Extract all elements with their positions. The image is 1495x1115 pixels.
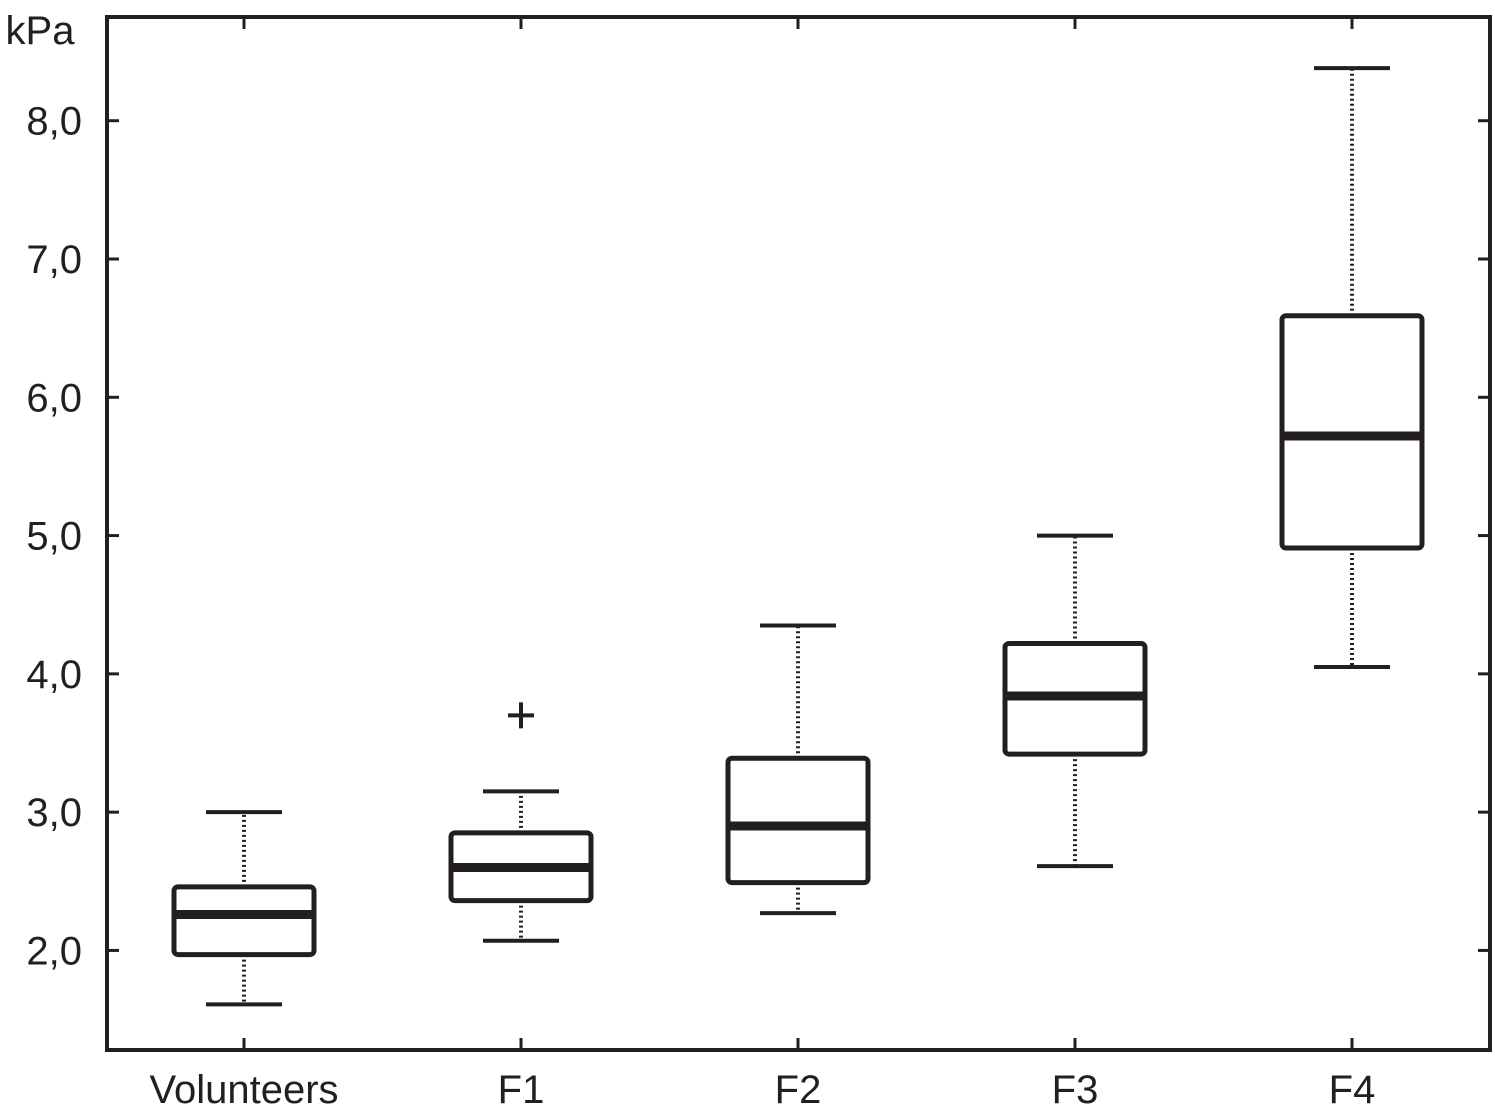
x-axis: Volunteers F1 F2 F3 F4 (149, 17, 1375, 1112)
y-tick-label: 2,0 (26, 929, 82, 973)
y-tick-label: 7,0 (26, 238, 82, 282)
y-axis-unit-label: kPa (6, 9, 76, 53)
x-tick-label: F3 (1052, 1068, 1099, 1112)
y-tick-label: 6,0 (26, 376, 82, 420)
box-volunteers (171, 810, 317, 1007)
box-f1 (448, 702, 594, 943)
boxes-layer (171, 66, 1425, 1007)
x-tick-label: F1 (498, 1068, 545, 1112)
y-tick-label: 5,0 (26, 515, 82, 559)
x-tick-label: F2 (775, 1068, 822, 1112)
y-tick-label: 3,0 (26, 791, 82, 835)
x-tick-label: Volunteers (149, 1068, 338, 1112)
box-f3 (1002, 533, 1148, 869)
box-f4 (1279, 66, 1425, 669)
y-axis: 2,0 3,0 4,0 5,0 6,0 7,0 8,0 (26, 100, 1490, 973)
x-tick-label: F4 (1329, 1068, 1376, 1112)
iqr-box (171, 884, 317, 958)
y-tick-label: 4,0 (26, 653, 82, 697)
iqr-box (725, 755, 871, 886)
y-tick-label: 8,0 (26, 100, 82, 144)
box-f2 (725, 623, 871, 916)
